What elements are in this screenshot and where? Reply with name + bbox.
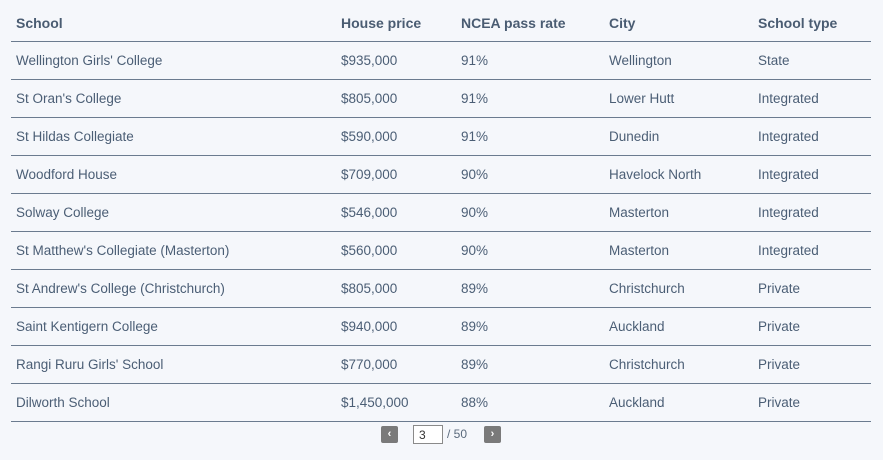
table-row[interactable]: St Hildas Collegiate $590,000 91% Dunedin In…: [11, 117, 871, 156]
column-header-school-type[interactable]: School type: [753, 5, 871, 42]
cell-ncea-pass-rate: 90%: [456, 155, 604, 194]
cell-house-price: $805,000: [336, 79, 456, 118]
table-row[interactable]: Dilworth School $1,450,000 88% Auckland Priv…: [11, 383, 871, 422]
cell-city: Auckland: [604, 307, 753, 346]
column-header-city[interactable]: City: [604, 5, 753, 42]
cell-ncea-pass-rate: 88%: [456, 383, 604, 422]
table-row[interactable]: St Matthew's Collegiate (Masterton) $560,…: [11, 231, 871, 270]
cell-city: Masterton: [604, 193, 753, 232]
page-total-label: / 50: [447, 427, 468, 441]
cell-house-price: $935,000: [336, 41, 456, 80]
header-row: School House price NCEA pass rate City S…: [11, 5, 871, 42]
cell-school-type: Integrated: [753, 231, 871, 270]
cell-ncea-pass-rate: 89%: [456, 307, 604, 346]
cell-school: Rangi Ruru Girls' School: [11, 345, 336, 384]
table-row[interactable]: Saint Kentigern College $940,000 89% Auckla…: [11, 307, 871, 346]
cell-school: St Hildas Collegiate: [11, 117, 336, 156]
cell-city: Lower Hutt: [604, 79, 753, 118]
table-body: Wellington Girls' College $935,000 91% Well…: [11, 41, 871, 422]
cell-city: Christchurch: [604, 345, 753, 384]
cell-ncea-pass-rate: 90%: [456, 193, 604, 232]
cell-house-price: $546,000: [336, 193, 456, 232]
cell-school: Dilworth School: [11, 383, 336, 422]
cell-city: Havelock North: [604, 155, 753, 194]
cell-school: Saint Kentigern College: [11, 307, 336, 346]
cell-city: Auckland: [604, 383, 753, 422]
previous-page-button[interactable]: ‹: [381, 426, 398, 443]
cell-house-price: $560,000: [336, 231, 456, 270]
cell-city: Christchurch: [604, 269, 753, 308]
cell-ncea-pass-rate: 91%: [456, 117, 604, 156]
cell-ncea-pass-rate: 89%: [456, 269, 604, 308]
pagination: ‹ / 50 ›: [0, 425, 883, 445]
cell-ncea-pass-rate: 90%: [456, 231, 604, 270]
cell-house-price: $940,000: [336, 307, 456, 346]
cell-house-price: $770,000: [336, 345, 456, 384]
table-row[interactable]: Wellington Girls' College $935,000 91% Well…: [11, 41, 871, 80]
cell-house-price: $805,000: [336, 269, 456, 308]
column-header-house-price[interactable]: House price: [336, 5, 456, 42]
cell-city: Masterton: [604, 231, 753, 270]
cell-city: Wellington: [604, 41, 753, 80]
cell-school: Solway College: [11, 193, 336, 232]
table-row[interactable]: Rangi Ruru Girls' School $770,000 89% Chris…: [11, 345, 871, 384]
next-page-button[interactable]: ›: [484, 426, 501, 443]
column-header-school[interactable]: School: [11, 5, 336, 42]
table-row[interactable]: St Oran's College $805,000 91% Lower Hutt In…: [11, 79, 871, 118]
cell-school-type: Integrated: [753, 155, 871, 194]
cell-school: Woodford House: [11, 155, 336, 194]
column-header-ncea-pass-rate[interactable]: NCEA pass rate: [456, 5, 604, 42]
cell-house-price: $709,000: [336, 155, 456, 194]
cell-school-type: Integrated: [753, 117, 871, 156]
page-number-input[interactable]: [413, 425, 443, 444]
cell-school: St Andrew's College (Christchurch): [11, 269, 336, 308]
cell-ncea-pass-rate: 91%: [456, 41, 604, 80]
cell-school-type: State: [753, 41, 871, 80]
cell-school-type: Integrated: [753, 193, 871, 232]
cell-school: St Matthew's Collegiate (Masterton): [11, 231, 336, 270]
schools-table: School House price NCEA pass rate City S…: [11, 5, 871, 422]
cell-house-price: $1,450,000: [336, 383, 456, 422]
cell-ncea-pass-rate: 91%: [456, 79, 604, 118]
table-row[interactable]: Woodford House $709,000 90% Havelock North I…: [11, 155, 871, 194]
cell-school-type: Integrated: [753, 79, 871, 118]
cell-ncea-pass-rate: 89%: [456, 345, 604, 384]
cell-school-type: Private: [753, 307, 871, 346]
table-row[interactable]: St Andrew's College (Christchurch) $805,0…: [11, 269, 871, 308]
cell-house-price: $590,000: [336, 117, 456, 156]
table-row[interactable]: Solway College $546,000 90% Masterton Integr…: [11, 193, 871, 232]
cell-school-type: Private: [753, 269, 871, 308]
cell-school: St Oran's College: [11, 79, 336, 118]
cell-school-type: Private: [753, 345, 871, 384]
cell-city: Dunedin: [604, 117, 753, 156]
cell-school-type: Private: [753, 383, 871, 422]
cell-school: Wellington Girls' College: [11, 41, 336, 80]
